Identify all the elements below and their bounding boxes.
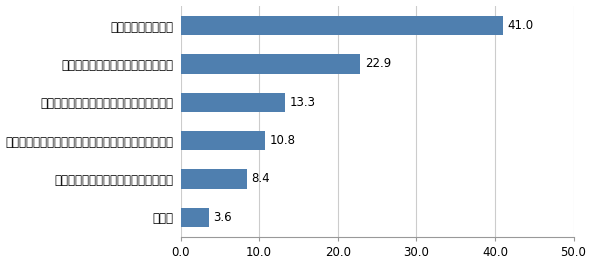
Bar xyxy=(181,54,361,74)
Text: 22.9: 22.9 xyxy=(365,58,391,70)
Text: 3.6: 3.6 xyxy=(214,211,232,224)
Text: 10.8: 10.8 xyxy=(270,134,296,147)
Bar xyxy=(181,16,503,35)
Text: 13.3: 13.3 xyxy=(289,96,316,109)
Bar xyxy=(181,169,246,189)
Bar xyxy=(181,208,209,227)
Text: 8.4: 8.4 xyxy=(251,173,270,186)
Bar xyxy=(181,93,285,112)
Bar xyxy=(181,131,265,150)
Text: 41.0: 41.0 xyxy=(507,19,533,32)
